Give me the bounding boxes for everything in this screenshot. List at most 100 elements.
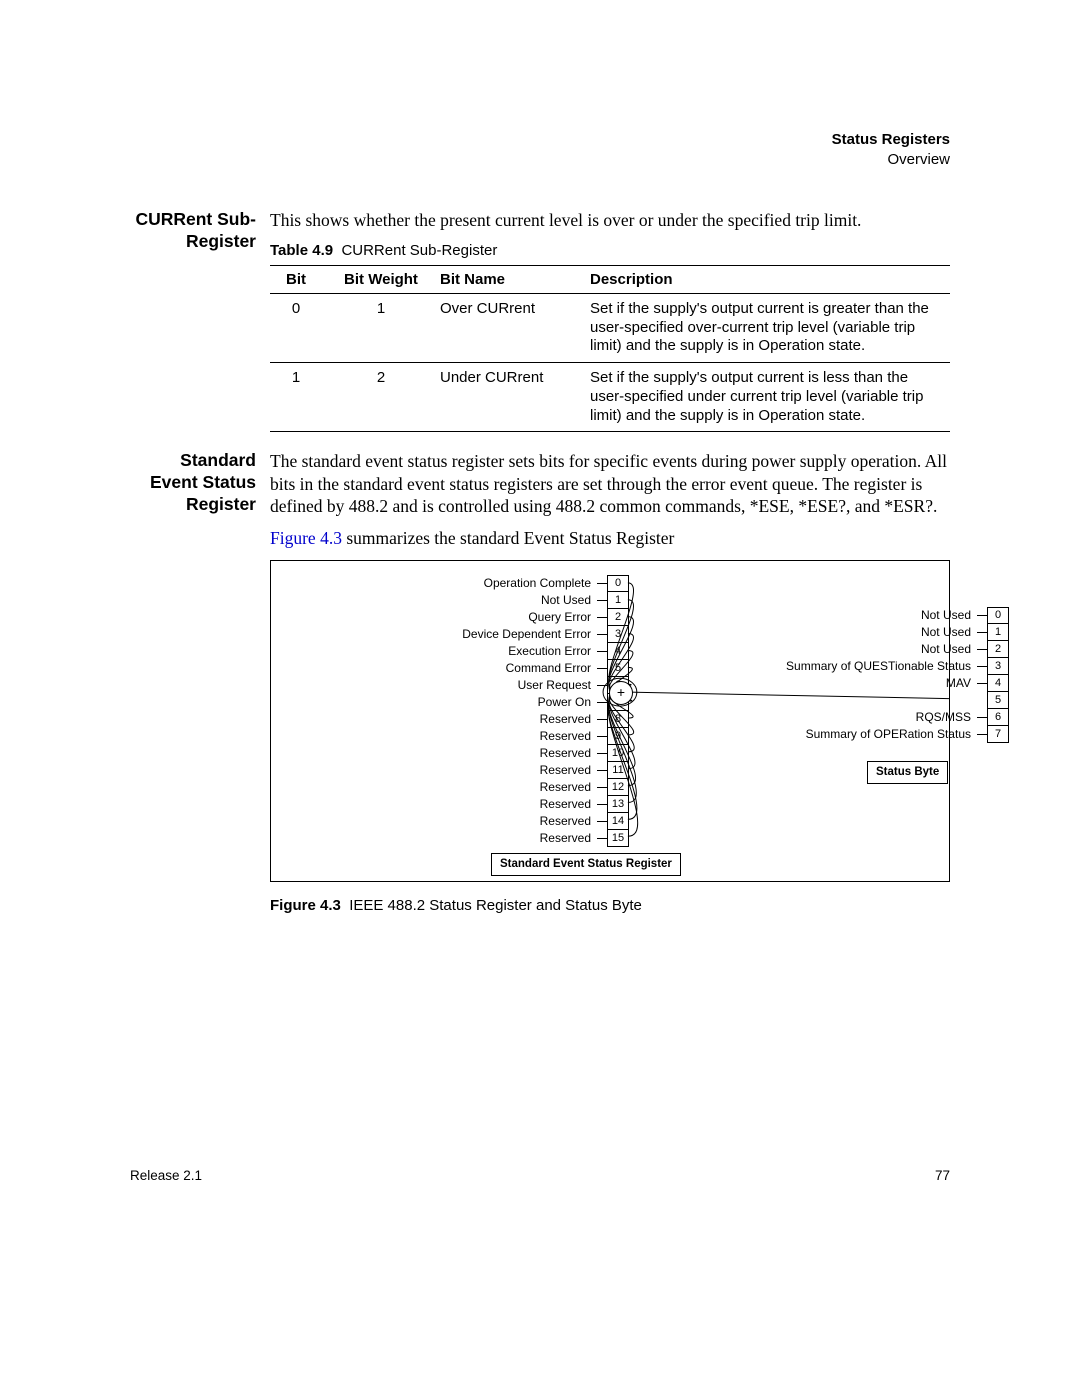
section-heading-esr: Standard Event Status Register (130, 450, 270, 516)
cell-bw: 2 (330, 363, 440, 432)
section-heading-current: CURRent Sub-Register (130, 209, 270, 253)
footer-page-number: 77 (935, 1168, 950, 1183)
connector-tick (597, 634, 607, 635)
esr-bit-label: Reserved (451, 729, 591, 744)
status-byte-label: RQS/MSS (771, 710, 971, 725)
section-current-subregister: CURRent Sub-Register This shows whether … (130, 209, 950, 432)
connector-tick (597, 668, 607, 669)
status-byte-number: 2 (987, 641, 1009, 658)
cell-desc: Set if the supply's output current is le… (590, 363, 950, 432)
esr-bit-row: Reserved 13 (451, 796, 629, 813)
esr-bit-row: Reserved 9 (451, 728, 629, 745)
connector-tick (977, 615, 987, 616)
status-byte-row: Summary of OPERation Status7 (771, 726, 1009, 743)
esr-bit-row: Query Error 2 (451, 609, 629, 626)
figure-link[interactable]: Figure 4.3 (270, 528, 342, 548)
connector-tick (597, 583, 607, 584)
table-row: 1 2 Under CURrent Set if the supply's ou… (270, 363, 950, 432)
table-label-bold: Table 4.9 (270, 242, 333, 259)
connector-tick (597, 770, 607, 771)
esr-bit-number: 15 (607, 830, 629, 847)
current-intro: This shows whether the present current l… (270, 209, 950, 231)
esr-bit-label: Execution Error (451, 644, 591, 659)
esr-bit-label: Reserved (451, 814, 591, 829)
header-title: Status Registers (130, 130, 950, 150)
esr-bit-number: 0 (607, 575, 629, 592)
figure-caption: Figure 4.3 IEEE 488.2 Status Register an… (270, 896, 950, 915)
esr-bit-row: Reserved10 (451, 745, 629, 762)
esr-bit-label: Operation Complete (451, 576, 591, 591)
status-byte-label: MAV (771, 676, 971, 691)
esr-bit-number: 8 (607, 711, 629, 728)
cell-bn: Over CURrent (440, 293, 590, 362)
esr-bit-number: 3 (607, 626, 629, 643)
cell-bw: 1 (330, 293, 440, 362)
esr-bit-label: Power On (451, 695, 591, 710)
status-byte-number: 4 (987, 675, 1009, 692)
page-header: Status Registers Overview (130, 130, 950, 169)
esr-bit-row: Not Used1 (451, 592, 629, 609)
figure-link-rest: summarizes the standard Event Status Reg… (342, 528, 674, 548)
cell-bit: 0 (270, 293, 330, 362)
esr-bit-label: Reserved (451, 831, 591, 846)
esr-bit-number: 2 (607, 609, 629, 626)
connector-tick (597, 804, 607, 805)
esr-bit-number: 12 (607, 779, 629, 796)
esr-bit-row: Operation Complete 0 (451, 575, 629, 592)
connector-tick (977, 683, 987, 684)
esr-bit-number: 13 (607, 796, 629, 813)
section-standard-esr: Standard Event Status Register The stand… (130, 450, 950, 915)
esr-bit-row: Reserved 15 (451, 830, 629, 847)
esr-bit-label: Reserved (451, 797, 591, 812)
status-byte-number: 3 (987, 658, 1009, 675)
col-bitname: Bit Name (440, 265, 590, 293)
table-row: 0 1 Over CURrent Set if the supply's out… (270, 293, 950, 362)
esr-paragraph: The standard event status register sets … (270, 450, 950, 517)
page-footer: Release 2.1 77 (130, 1168, 950, 1183)
esr-bit-number: 10 (607, 745, 629, 762)
connector-tick (597, 736, 607, 737)
status-byte-row: 5 (771, 692, 1009, 709)
connector-tick (977, 734, 987, 735)
cell-bit: 1 (270, 363, 330, 432)
connector-tick (977, 717, 987, 718)
connector-tick (597, 617, 607, 618)
status-byte-bits: Not Used0Not Used1Not Used2Summary of QU… (771, 607, 1009, 743)
col-description: Description (590, 265, 950, 293)
col-bitweight: Bit Weight (330, 265, 440, 293)
connector-tick (597, 702, 607, 703)
esr-bit-number: 5 (607, 660, 629, 677)
esr-bit-row: Command Error 5 (451, 660, 629, 677)
esr-bit-row: Reserved11 (451, 762, 629, 779)
figure-caption-rest: IEEE 488.2 Status Register and Status By… (349, 897, 642, 914)
connector-tick (597, 600, 607, 601)
esr-figure-ref: Figure 4.3 summarizes the standard Event… (270, 527, 950, 549)
status-byte-number: 0 (987, 607, 1009, 624)
esr-bit-row: Reserved 12 (451, 779, 629, 796)
esr-bit-label: User Request (451, 678, 591, 693)
esr-bit-label: Reserved (451, 780, 591, 795)
status-byte-number: 6 (987, 709, 1009, 726)
esr-bit-label: Reserved (451, 763, 591, 778)
status-byte-label: Not Used (771, 642, 971, 657)
esr-bit-number: 9 (607, 728, 629, 745)
esr-bit-label: Query Error (451, 610, 591, 625)
figure-caption-bold: Figure 4.3 (270, 897, 341, 914)
status-byte-label: Not Used (771, 625, 971, 640)
esr-bit-label: Device Dependent Error (451, 627, 591, 642)
status-byte-number: 7 (987, 726, 1009, 743)
connector-tick (597, 821, 607, 822)
esr-bit-label: Command Error (451, 661, 591, 676)
connector-tick (597, 838, 607, 839)
table-header-row: Bit Bit Weight Bit Name Description (270, 265, 950, 293)
status-byte-row: MAV 4 (771, 675, 1009, 692)
esr-bit-row: User Request6 (451, 677, 629, 694)
connector-tick (597, 787, 607, 788)
esr-bit-row: Execution Error4 (451, 643, 629, 660)
connector-tick (597, 719, 607, 720)
col-bit: Bit (270, 265, 330, 293)
status-register-diagram: Operation Complete 0Not Used1Query Error 2… (270, 560, 950, 882)
esr-register-label: Standard Event Status Register (491, 853, 681, 876)
connector-tick (977, 666, 987, 667)
connector-tick (977, 649, 987, 650)
